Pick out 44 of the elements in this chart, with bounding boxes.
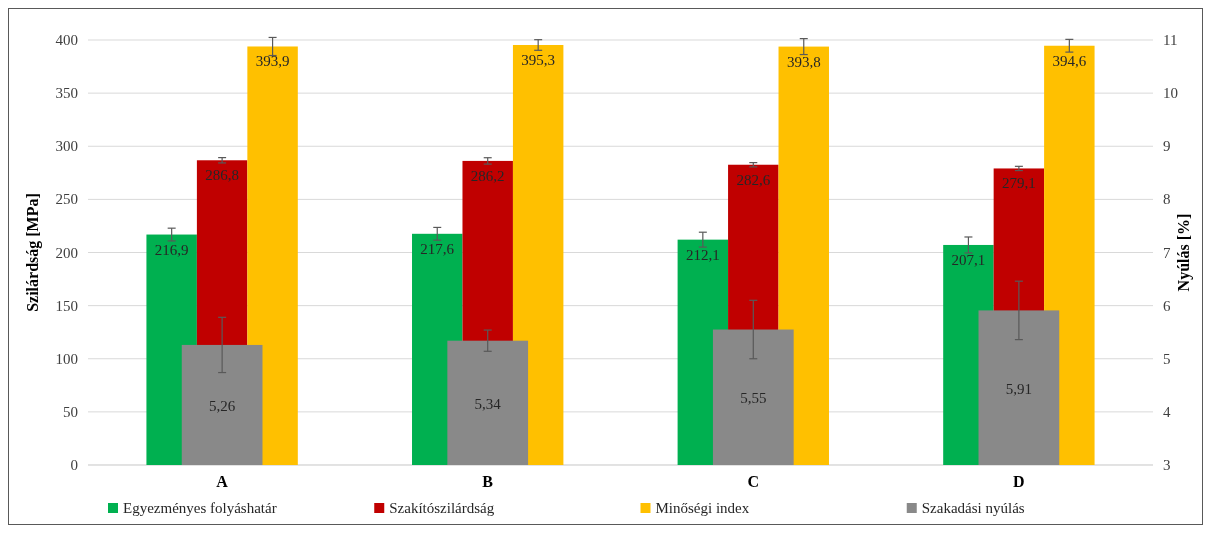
x-tick-label: D: [1013, 473, 1025, 490]
data-label: 5,55: [740, 390, 767, 407]
y2-tick-label: 4: [1163, 403, 1171, 420]
x-tick-label: B: [482, 473, 494, 490]
y2-tick-label: 9: [1163, 138, 1171, 155]
y-tick-label: 150: [55, 297, 78, 314]
data-label: 216,9: [154, 241, 189, 258]
y-tick-label: 200: [55, 244, 78, 261]
data-label: 217,6: [420, 240, 455, 257]
data-label: 282,6: [736, 171, 771, 188]
legend-label: Minőségi index: [655, 500, 750, 516]
legend-label: Egyezményes folyáshatár: [123, 500, 277, 516]
y2-tick-label: 7: [1163, 244, 1171, 261]
data-label: 286,2: [470, 167, 505, 184]
y2-tick-label: 11: [1163, 32, 1178, 48]
y-tick-label: 100: [55, 350, 78, 367]
data-label: 279,1: [1002, 175, 1036, 192]
y-axis-title: Szilárdság [MPa]: [24, 193, 42, 312]
y2-tick-label: 10: [1163, 85, 1178, 102]
data-label: 5,34: [474, 395, 502, 412]
data-label: 393,8: [786, 53, 821, 70]
data-label: 212,1: [685, 246, 720, 263]
y-tick-label: 400: [55, 32, 78, 48]
data-label: 5,91: [1005, 380, 1032, 397]
y-tick-label: 350: [55, 85, 78, 102]
y2-tick-label: 8: [1163, 191, 1171, 208]
y-tick-label: 0: [70, 457, 78, 473]
legend-label: Szakadási nyúlás: [921, 500, 1025, 516]
data-label: 5,26: [209, 397, 236, 414]
y2-tick-label: 6: [1163, 297, 1171, 314]
y2-axis-title: Nyúlás [%]: [1175, 213, 1193, 292]
data-label: 395,3: [521, 51, 556, 68]
y-tick-label: 50: [63, 403, 78, 420]
y-tick-label: 300: [55, 138, 78, 155]
y-tick-label: 250: [55, 191, 78, 208]
data-label: 393,9: [255, 53, 290, 70]
y2-tick-label: 3: [1163, 457, 1171, 473]
y2-tick-label: 5: [1163, 350, 1171, 367]
x-tick-label: C: [747, 473, 760, 490]
data-label: 207,1: [951, 251, 986, 268]
data-label: 286,8: [205, 167, 239, 184]
data-label: 394,6: [1052, 52, 1087, 69]
x-tick-label: A: [216, 473, 229, 490]
legend-label: Szakítószilárdság: [389, 500, 495, 516]
